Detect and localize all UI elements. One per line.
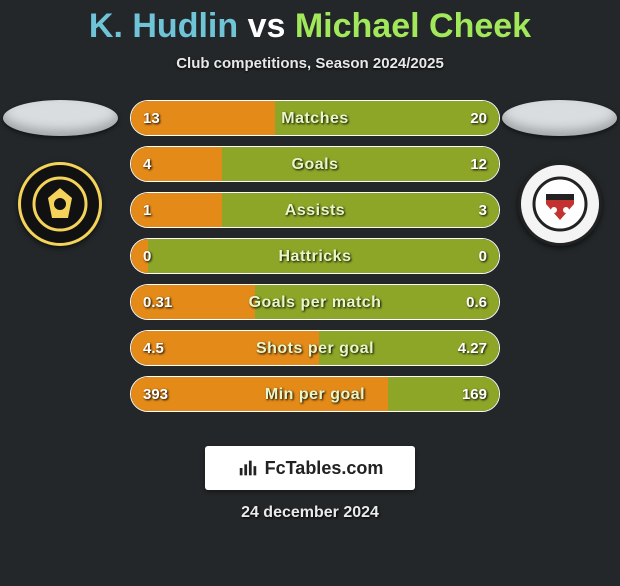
- player1-platform: [3, 100, 118, 136]
- chart-icon: [237, 457, 259, 479]
- stat-label: Goals per match: [131, 285, 499, 320]
- date-text: 24 december 2024: [0, 504, 620, 522]
- stat-value-right: 20: [470, 101, 487, 136]
- stat-label: Goals: [131, 147, 499, 182]
- vs-text: vs: [248, 7, 286, 45]
- stat-row: 0.31Goals per match0.6: [130, 284, 500, 320]
- stat-value-right: 4.27: [458, 331, 487, 366]
- stat-value-right: 3: [479, 193, 487, 228]
- stat-row: 4Goals12: [130, 146, 500, 182]
- stat-value-right: 0: [479, 239, 487, 274]
- stat-label: Matches: [131, 101, 499, 136]
- shield-icon: [530, 174, 590, 234]
- comparison-stage: 13Matches204Goals121Assists30Hattricks00…: [0, 90, 620, 430]
- stat-label: Min per goal: [131, 377, 499, 412]
- brand-text: FcTables.com: [265, 458, 384, 479]
- shield-icon: [30, 174, 90, 234]
- stat-row: 1Assists3: [130, 192, 500, 228]
- stat-value-right: 169: [462, 377, 487, 412]
- stat-row: 13Matches20: [130, 100, 500, 136]
- stat-value-right: 12: [470, 147, 487, 182]
- team1-crest: [18, 162, 102, 246]
- player2-name: Michael Cheek: [295, 7, 531, 45]
- player2-platform: [502, 100, 617, 136]
- stat-label: Assists: [131, 193, 499, 228]
- stat-value-right: 0.6: [466, 285, 487, 320]
- stat-label: Hattricks: [131, 239, 499, 274]
- stat-row: 0Hattricks0: [130, 238, 500, 274]
- stat-row: 393Min per goal169: [130, 376, 500, 412]
- comparison-title: K. Hudlin vs Michael Cheek: [0, 6, 620, 47]
- team2-crest: [518, 162, 602, 246]
- stat-row: 4.5Shots per goal4.27: [130, 330, 500, 366]
- stat-label: Shots per goal: [131, 331, 499, 366]
- brand-logo-box: FcTables.com: [205, 446, 415, 490]
- subtitle: Club competitions, Season 2024/2025: [0, 55, 620, 72]
- player1-name: K. Hudlin: [89, 7, 238, 45]
